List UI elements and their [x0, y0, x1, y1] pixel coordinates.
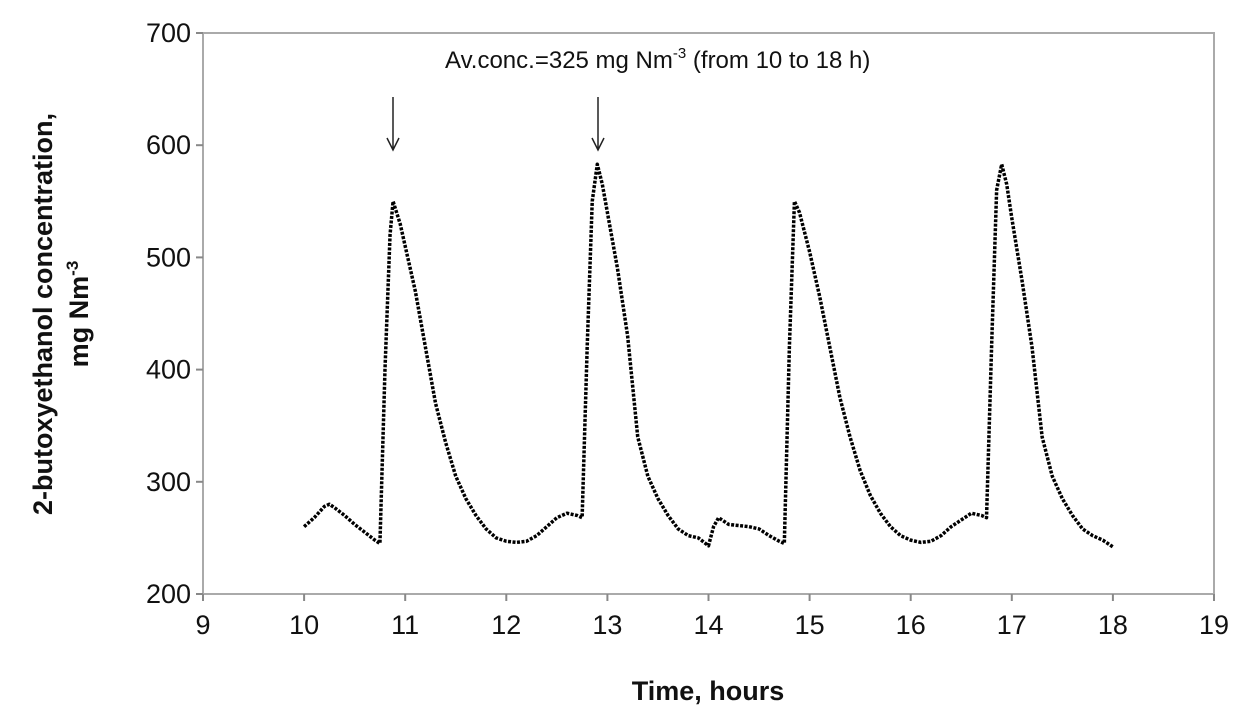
arrows: [386, 97, 605, 152]
x-tick-label: 14: [693, 610, 723, 640]
x-tick-label: 13: [592, 610, 622, 640]
x-tick-label: 19: [1199, 610, 1229, 640]
y-title-sup: -3: [63, 261, 82, 276]
y-tick-label: 200: [146, 579, 191, 609]
arrow: [386, 97, 400, 152]
x-tick-label: 12: [491, 610, 521, 640]
x-tick-label: 9: [195, 610, 210, 640]
annotation-main: Av.conc.=325 mg Nm: [445, 47, 673, 74]
y-tick-label: 400: [146, 355, 191, 385]
annotation-rest: (from 10 to 18 h): [686, 47, 870, 74]
data-line: [302, 162, 1114, 549]
y-axis-title: 2-butoxyethanol concentration,: [28, 113, 58, 515]
annotation-sup: -3: [673, 45, 686, 62]
plot-frame: [202, 32, 1215, 595]
y-tick-label: 500: [146, 242, 191, 272]
x-tick-label: 18: [1098, 610, 1128, 640]
x-tick-label: 10: [289, 610, 319, 640]
y-title-line: 2-butoxyethanol concentration,: [28, 113, 58, 515]
x-tick-label: 11: [391, 610, 419, 640]
y-tick-label: 300: [146, 467, 191, 497]
x-axis-title: Time, hours: [632, 676, 785, 706]
x-tick-label: 15: [795, 610, 825, 640]
x-tick-label: 17: [997, 610, 1027, 640]
x-tick-label: 16: [896, 610, 926, 640]
y-title-unit: mg Nm: [64, 276, 94, 368]
y-tick-label: 700: [146, 18, 191, 48]
y-tick-label: 600: [146, 130, 191, 160]
annotation: Av.conc.=325 mg Nm-3 (from 10 to 18 h): [445, 45, 870, 74]
arrow: [591, 97, 605, 152]
y-axis-title-2: mg Nm-3: [63, 261, 94, 368]
